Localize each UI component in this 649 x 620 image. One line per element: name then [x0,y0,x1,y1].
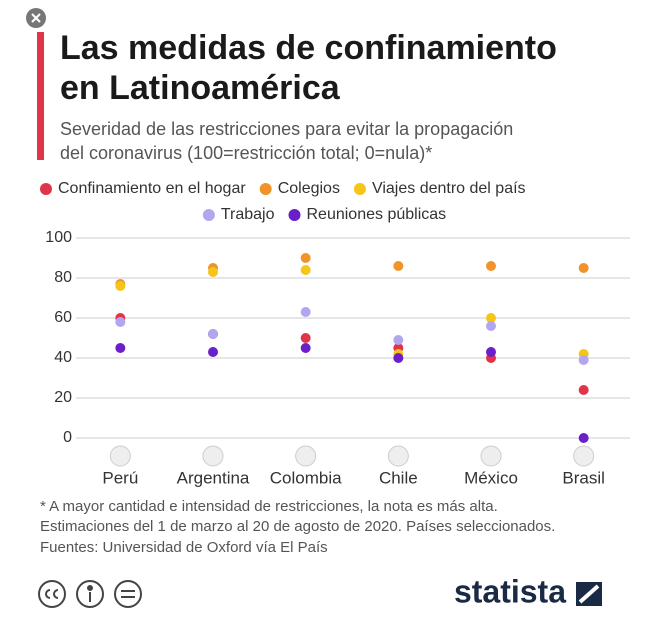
dot [486,321,496,331]
license-icons [38,580,142,608]
dot [578,355,589,365]
note: Fuentes: Universidad de Oxford vía El Pa… [40,539,328,556]
legend-marker [353,183,366,195]
legend-label: Viajes dentro del país [372,180,526,197]
chart-title: Las medidas de confinamiento [60,29,557,67]
x-tick-label: Chile [379,468,418,487]
y-tick-label: 60 [54,309,72,326]
legend-row: Confinamiento en el hogar Colegios Viajes … [40,180,526,197]
y-tick-label: 100 [45,229,72,246]
dot [486,261,496,271]
close-button[interactable] [26,8,46,28]
dot [208,267,218,277]
dot [208,329,218,339]
dot [115,343,126,353]
dot [578,263,589,273]
legend-label: Confinamiento en el hogar [58,180,246,197]
dot [578,385,589,395]
dot [300,265,311,275]
flag-icon [387,445,409,467]
chart-subtitle: del coronavirus (100=restricción total; … [60,143,432,163]
legend-marker [40,183,52,195]
legend-marker [259,183,272,195]
dot [393,261,404,271]
dot [300,343,311,353]
accent-bar [37,32,44,160]
chart-title: en Latinoamérica [60,69,341,107]
flag-icon [573,445,595,467]
legend-row: Trabajo Reuniones públicas [202,206,447,223]
dot [578,433,589,443]
dot [300,307,311,317]
brand-mark [572,578,606,610]
chart-subtitle: Severidad de las restricciones para evit… [60,119,513,139]
dot [486,347,496,357]
flag-icon [295,445,317,467]
legend-label: Trabajo [221,206,275,223]
flag-icon [202,445,224,467]
dot [300,253,311,263]
dot [115,281,126,291]
legend-marker [288,209,301,221]
brand-logo: statista [454,573,566,609]
dot [393,353,404,363]
legend-label: Reuniones públicas [307,206,447,223]
y-tick-label: 0 [63,429,72,446]
flag-icon [109,445,131,467]
dot [208,347,218,357]
x-tick-label: Colombia [270,468,342,487]
flag-icon [480,445,502,467]
y-tick-label: 80 [54,269,72,286]
legend-marker [202,209,215,221]
x-tick-label: Argentina [177,468,250,487]
dot [115,317,126,327]
x-tick-label: Perú [102,468,138,487]
note: Estimaciones del 1 de marzo al 20 de ago… [40,518,555,535]
y-tick-label: 20 [54,389,72,406]
dot [393,335,404,345]
x-tick-label: Brasil [562,468,605,487]
dot [486,313,496,323]
y-tick-label: 40 [54,349,72,366]
x-tick-label: México [464,468,518,487]
legend-label: Colegios [278,180,340,197]
note: * A mayor cantidad e intensidad de restr… [40,498,498,515]
dot [300,333,311,343]
